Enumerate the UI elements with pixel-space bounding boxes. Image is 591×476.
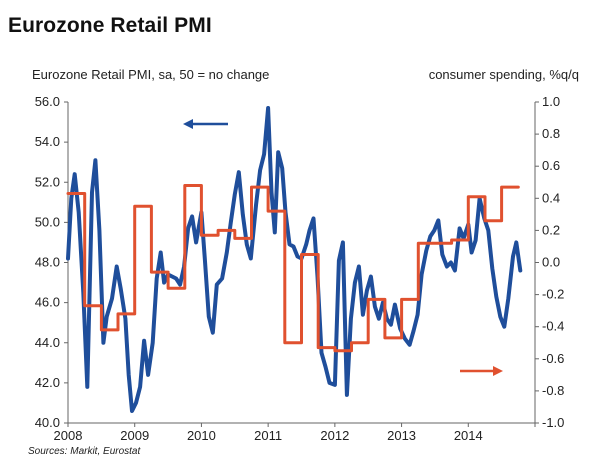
right-y-tick-label: 0.6 bbox=[542, 158, 560, 173]
pmi-series-line bbox=[66, 106, 523, 413]
right-axis-arrow-head bbox=[493, 366, 503, 376]
right-y-tick-label: 0.8 bbox=[542, 126, 560, 141]
source-note: Sources: Markit, Eurostat bbox=[28, 446, 141, 457]
left-y-tick-label: 56.0 bbox=[35, 94, 60, 109]
right-y-tick-label: -0.6 bbox=[542, 351, 564, 366]
left-y-tick-label: 54.0 bbox=[35, 134, 60, 149]
chart-title: Eurozone Retail PMI bbox=[8, 14, 212, 37]
left-y-tick-label: 48.0 bbox=[35, 255, 60, 270]
consumer-spending-series-line bbox=[66, 184, 520, 353]
left-y-tick-label: 40.0 bbox=[35, 415, 60, 430]
x-tick-label: 2013 bbox=[387, 428, 416, 443]
left-y-tick-label: 46.0 bbox=[35, 295, 60, 310]
right-axis-label: consumer spending, %q/q bbox=[428, 67, 579, 82]
x-tick-label: 2009 bbox=[120, 428, 149, 443]
right-y-tick-label: 0.2 bbox=[542, 222, 560, 237]
x-tick-label: 2014 bbox=[454, 428, 483, 443]
left-y-tick-label: 44.0 bbox=[35, 335, 60, 350]
right-y-tick-label: -0.4 bbox=[542, 319, 564, 334]
right-y-tick-label: -0.2 bbox=[542, 287, 564, 302]
right-y-tick-label: -0.8 bbox=[542, 383, 564, 398]
left-y-tick-label: 42.0 bbox=[35, 375, 60, 390]
right-y-tick-label: 0.0 bbox=[542, 255, 560, 270]
left-y-tick-label: 52.0 bbox=[35, 174, 60, 189]
right-y-tick-label: 0.4 bbox=[542, 190, 560, 205]
left-axis-arrow-head bbox=[183, 119, 193, 129]
x-tick-label: 2011 bbox=[254, 428, 282, 443]
x-tick-label: 2010 bbox=[187, 428, 216, 443]
left-axis-label: Eurozone Retail PMI, sa, 50 = no change bbox=[32, 67, 270, 82]
left-y-tick-label: 50.0 bbox=[35, 214, 60, 229]
right-y-tick-label: 1.0 bbox=[542, 94, 560, 109]
x-tick-label: 2012 bbox=[320, 428, 349, 443]
right-y-tick-label: -1.0 bbox=[542, 415, 564, 430]
x-tick-label: 2008 bbox=[54, 428, 83, 443]
